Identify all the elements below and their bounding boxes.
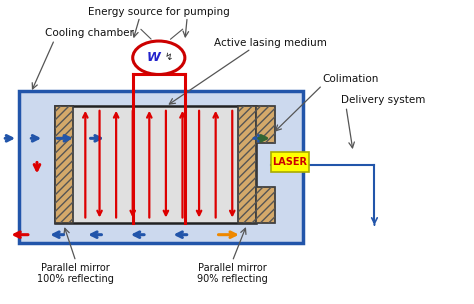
Bar <box>238 106 256 223</box>
Text: W: W <box>146 51 160 64</box>
Text: Parallel mirror
100% reflecting: Parallel mirror 100% reflecting <box>37 263 114 285</box>
Text: Colimation: Colimation <box>322 74 379 84</box>
Text: Cooling chamber: Cooling chamber <box>45 29 134 38</box>
Bar <box>256 106 275 143</box>
Bar <box>55 106 73 223</box>
Text: LASER: LASER <box>273 157 308 167</box>
Bar <box>256 106 275 143</box>
Text: Delivery system: Delivery system <box>341 95 426 105</box>
Text: ↯: ↯ <box>164 52 173 62</box>
Bar <box>238 106 256 223</box>
Bar <box>271 152 309 172</box>
Bar <box>19 91 303 243</box>
Bar <box>256 187 275 223</box>
Bar <box>55 106 73 223</box>
Text: Energy source for pumping: Energy source for pumping <box>88 7 230 17</box>
Bar <box>55 106 256 223</box>
Circle shape <box>133 41 185 74</box>
Text: Active lasing medium: Active lasing medium <box>214 38 327 47</box>
Text: Parallel mirror
90% reflecting: Parallel mirror 90% reflecting <box>197 263 268 285</box>
Bar <box>256 187 275 223</box>
